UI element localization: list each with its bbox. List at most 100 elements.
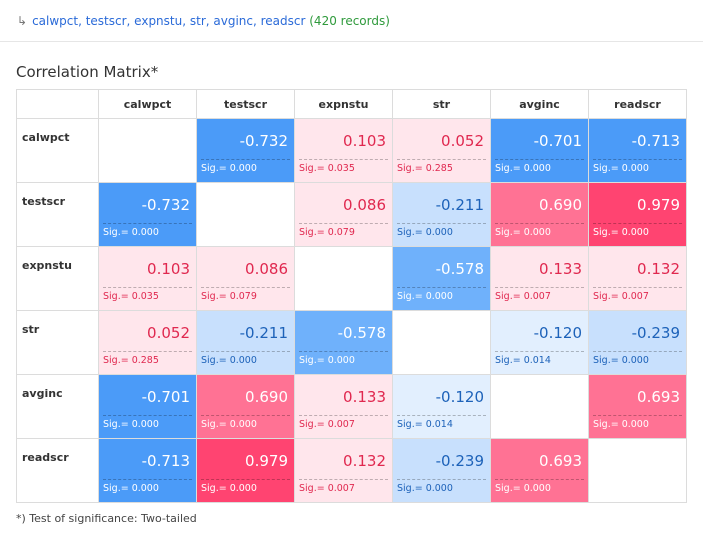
correlation-cell: 0.979 Sig.= 0.000 bbox=[588, 182, 687, 247]
correlation-cell: -0.120 Sig.= 0.014 bbox=[490, 310, 589, 375]
correlation-cell: 0.103 Sig.= 0.035 bbox=[294, 118, 393, 183]
correlation-cell: 0.690 Sig.= 0.000 bbox=[490, 182, 589, 247]
coefficient-value: 0.086 bbox=[343, 196, 386, 214]
coefficient-value: -0.701 bbox=[533, 132, 582, 150]
coefficient-value: -0.239 bbox=[631, 324, 680, 342]
table-row: str 0.052 Sig.= 0.285 -0.211 Sig.= 0.000 -0.5… bbox=[16, 310, 687, 375]
coefficient-value: -0.713 bbox=[631, 132, 680, 150]
significance-value: Sig.= 0.000 bbox=[495, 479, 584, 494]
coefficient-value: 0.103 bbox=[147, 260, 190, 278]
correlation-cell: -0.239 Sig.= 0.000 bbox=[392, 438, 491, 503]
correlation-cell: 0.052 Sig.= 0.285 bbox=[392, 118, 491, 183]
return-arrow-icon: ↳ bbox=[17, 14, 28, 28]
coefficient-value: 0.690 bbox=[539, 196, 582, 214]
significance-value: Sig.= 0.000 bbox=[103, 479, 192, 494]
significance-value: Sig.= 0.035 bbox=[299, 159, 388, 174]
significance-value: Sig.= 0.000 bbox=[397, 287, 486, 302]
column-header: testscr bbox=[196, 89, 295, 119]
significance-value: Sig.= 0.007 bbox=[299, 415, 388, 430]
diagonal-cell bbox=[588, 438, 687, 503]
significance-value: Sig.= 0.007 bbox=[593, 287, 682, 302]
row-header: str bbox=[16, 310, 99, 375]
coefficient-value: -0.211 bbox=[239, 324, 288, 342]
variables-link[interactable]: calwpct, testscr, expnstu, str, avginc, … bbox=[32, 14, 306, 28]
corner-cell bbox=[16, 89, 99, 119]
significance-value: Sig.= 0.014 bbox=[495, 351, 584, 366]
coefficient-value: 0.052 bbox=[441, 132, 484, 150]
correlation-cell: 0.086 Sig.= 0.079 bbox=[294, 182, 393, 247]
records-header: ↳ calwpct, testscr, expnstu, str, avginc,… bbox=[0, 0, 703, 42]
correlation-cell: 0.132 Sig.= 0.007 bbox=[294, 438, 393, 503]
significance-value: Sig.= 0.014 bbox=[397, 415, 486, 430]
coefficient-value: 0.133 bbox=[539, 260, 582, 278]
correlation-cell: 0.052 Sig.= 0.285 bbox=[98, 310, 197, 375]
correlation-cell: 0.693 Sig.= 0.000 bbox=[490, 438, 589, 503]
significance-value: Sig.= 0.000 bbox=[593, 415, 682, 430]
table-row: calwpct -0.732 Sig.= 0.000 0.103 Sig.= 0.035… bbox=[16, 118, 687, 183]
significance-value: Sig.= 0.285 bbox=[103, 351, 192, 366]
coefficient-value: 0.693 bbox=[539, 452, 582, 470]
coefficient-value: -0.732 bbox=[239, 132, 288, 150]
coefficient-value: -0.701 bbox=[141, 388, 190, 406]
correlation-matrix: calwpct testscr expnstu str avginc readscr ca… bbox=[16, 89, 687, 503]
significance-value: Sig.= 0.000 bbox=[397, 223, 486, 238]
row-header: testscr bbox=[16, 182, 99, 247]
significance-value: Sig.= 0.079 bbox=[299, 223, 388, 238]
coefficient-value: 0.690 bbox=[245, 388, 288, 406]
coefficient-value: 0.052 bbox=[147, 324, 190, 342]
significance-value: Sig.= 0.000 bbox=[495, 223, 584, 238]
correlation-cell: 0.086 Sig.= 0.079 bbox=[196, 246, 295, 311]
significance-value: Sig.= 0.000 bbox=[201, 415, 290, 430]
significance-value: Sig.= 0.079 bbox=[201, 287, 290, 302]
correlation-cell: 0.133 Sig.= 0.007 bbox=[490, 246, 589, 311]
row-header: calwpct bbox=[16, 118, 99, 183]
column-header: readscr bbox=[588, 89, 687, 119]
coefficient-value: 0.133 bbox=[343, 388, 386, 406]
coefficient-value: 0.979 bbox=[637, 196, 680, 214]
table-row: testscr -0.732 Sig.= 0.000 0.086 Sig.= 0.079… bbox=[16, 182, 687, 247]
significance-value: Sig.= 0.007 bbox=[495, 287, 584, 302]
table-row: readscr -0.713 Sig.= 0.000 0.979 Sig.= 0.000… bbox=[16, 438, 687, 503]
significance-value: Sig.= 0.000 bbox=[201, 479, 290, 494]
column-header: calwpct bbox=[98, 89, 197, 119]
column-header: avginc bbox=[490, 89, 589, 119]
coefficient-value: 0.132 bbox=[637, 260, 680, 278]
coefficient-value: -0.578 bbox=[337, 324, 386, 342]
table-row: expnstu 0.103 Sig.= 0.035 0.086 Sig.= 0.079 -… bbox=[16, 246, 687, 311]
correlation-cell: -0.713 Sig.= 0.000 bbox=[98, 438, 197, 503]
coefficient-value: -0.120 bbox=[435, 388, 484, 406]
column-header: str bbox=[392, 89, 491, 119]
significance-value: Sig.= 0.000 bbox=[495, 159, 584, 174]
coefficient-value: -0.713 bbox=[141, 452, 190, 470]
footnote: *) Test of significance: Two-tailed bbox=[16, 512, 197, 525]
coefficient-value: -0.239 bbox=[435, 452, 484, 470]
diagonal-cell bbox=[294, 246, 393, 311]
significance-value: Sig.= 0.000 bbox=[201, 159, 290, 174]
correlation-cell: -0.732 Sig.= 0.000 bbox=[196, 118, 295, 183]
correlation-cell: -0.211 Sig.= 0.000 bbox=[392, 182, 491, 247]
significance-value: Sig.= 0.007 bbox=[299, 479, 388, 494]
table-row: avginc -0.701 Sig.= 0.000 0.690 Sig.= 0.000 0… bbox=[16, 374, 687, 439]
column-header: expnstu bbox=[294, 89, 393, 119]
row-header: expnstu bbox=[16, 246, 99, 311]
correlation-cell: 0.133 Sig.= 0.007 bbox=[294, 374, 393, 439]
significance-value: Sig.= 0.000 bbox=[593, 159, 682, 174]
correlation-cell: -0.120 Sig.= 0.014 bbox=[392, 374, 491, 439]
coefficient-value: -0.120 bbox=[533, 324, 582, 342]
correlation-cell: -0.732 Sig.= 0.000 bbox=[98, 182, 197, 247]
correlation-cell: -0.239 Sig.= 0.000 bbox=[588, 310, 687, 375]
coefficient-value: 0.086 bbox=[245, 260, 288, 278]
diagonal-cell bbox=[196, 182, 295, 247]
coefficient-value: 0.103 bbox=[343, 132, 386, 150]
significance-value: Sig.= 0.000 bbox=[397, 479, 486, 494]
correlation-cell: 0.103 Sig.= 0.035 bbox=[98, 246, 197, 311]
matrix-title: Correlation Matrix* bbox=[16, 63, 159, 81]
significance-value: Sig.= 0.000 bbox=[103, 223, 192, 238]
coefficient-value: 0.693 bbox=[637, 388, 680, 406]
row-header: avginc bbox=[16, 374, 99, 439]
correlation-cell: 0.690 Sig.= 0.000 bbox=[196, 374, 295, 439]
correlation-cell: 0.693 Sig.= 0.000 bbox=[588, 374, 687, 439]
significance-value: Sig.= 0.000 bbox=[593, 223, 682, 238]
significance-value: Sig.= 0.000 bbox=[593, 351, 682, 366]
correlation-cell: -0.211 Sig.= 0.000 bbox=[196, 310, 295, 375]
